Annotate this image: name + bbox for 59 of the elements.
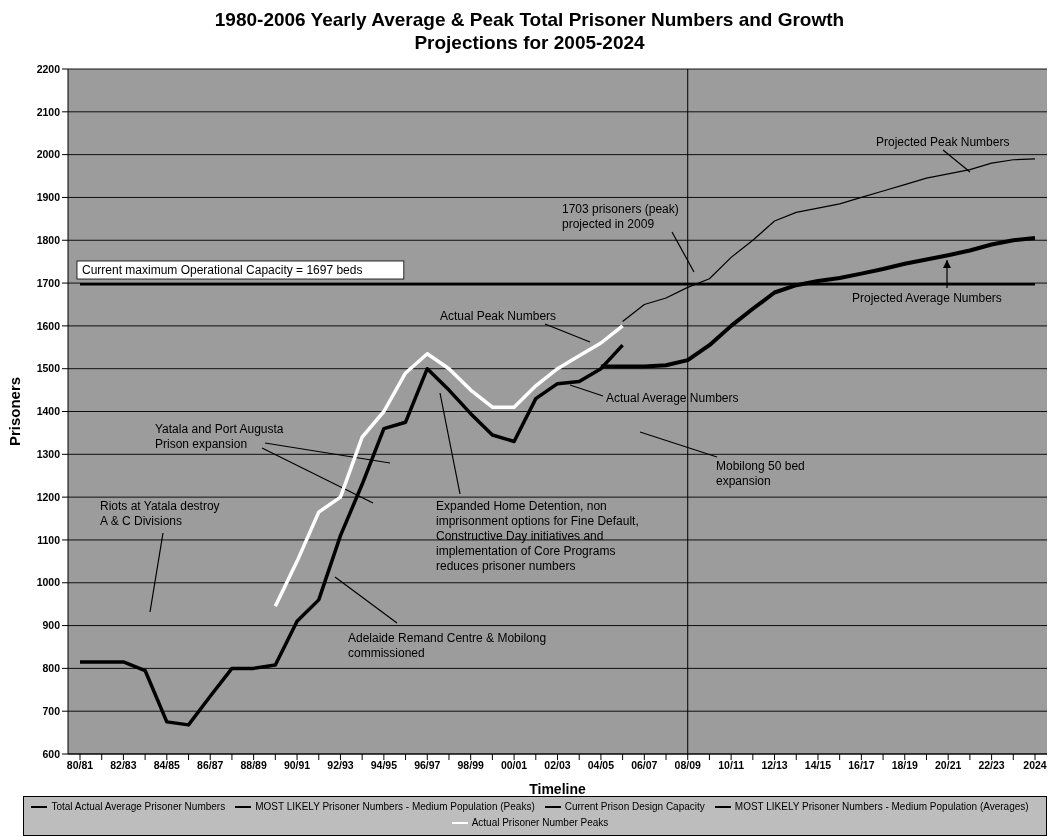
x-tick-label: 00/01 xyxy=(500,759,528,772)
y-tick-label: 1800 xyxy=(36,233,61,246)
y-tick-label: 1600 xyxy=(36,319,61,332)
annotation: Riots at Yatala destroy A & C Divisions xyxy=(100,499,220,528)
annotation: Actual Average Numbers xyxy=(606,391,739,405)
y-tick-label: 2000 xyxy=(36,148,61,161)
legend-label: MOST LIKELY Prisoner Numbers - Medium Population (Peaks) xyxy=(255,800,535,812)
x-tick-label: 22/23 xyxy=(978,759,1005,772)
annotation: 1703 prisoners (peak) projected in 2009 xyxy=(562,202,679,231)
y-tick-label: 1100 xyxy=(37,533,61,546)
x-tick-label: 80/81 xyxy=(66,759,94,772)
annotation: Actual Peak Numbers xyxy=(440,309,557,323)
annotation: Projected Peak Numbers xyxy=(876,135,1010,149)
annotation: Expanded Home Detention, non imprisonment options for Fine Default, Constructive Day initiatives and implementation of Core Programs reduces prisoner numbers xyxy=(436,499,639,573)
x-tick-label: 84/85 xyxy=(153,759,181,772)
y-tick-label: 2100 xyxy=(36,105,61,118)
annotation: Projected Average Numbers xyxy=(852,291,1002,305)
x-tick-label: 10/11 xyxy=(718,759,745,772)
x-tick-label: 88/89 xyxy=(240,759,267,772)
y-tick-label: 1400 xyxy=(36,405,61,418)
x-tick-label: 98/99 xyxy=(457,759,484,772)
chart-title: 1980-2006 Yearly Average & Peak Total Prisoner Numbers and Growth Projections for 2005-2024 xyxy=(213,8,846,55)
y-tick-label: 1200 xyxy=(36,490,61,503)
x-tick-label: 06/07 xyxy=(631,759,658,772)
legend-label: Current Prison Design Capacity xyxy=(564,800,705,812)
x-tick-label: 04/05 xyxy=(587,759,615,772)
legend-label: MOST LIKELY Prisoner Numbers - Medium Population (Averages) xyxy=(734,800,1029,812)
x-tick-label: 90/91 xyxy=(283,759,311,772)
y-tick-label: 700 xyxy=(42,704,61,717)
x-tick-label: 18/19 xyxy=(891,759,919,772)
x-tick-label: 96/97 xyxy=(414,759,441,772)
x-tick-label: 14/15 xyxy=(804,759,832,772)
x-tick-label: 02/03 xyxy=(544,759,571,772)
annotation: Mobilong 50 bed expansion xyxy=(716,459,805,488)
y-tick-label: 1500 xyxy=(36,362,61,375)
y-tick-label: 2200 xyxy=(36,62,61,75)
x-tick-label: 16/17 xyxy=(848,759,875,772)
y-tick-label: 1000 xyxy=(36,576,61,589)
y-tick-label: 1300 xyxy=(36,448,61,461)
x-tick-label: 92/93 xyxy=(327,759,354,772)
x-tick-label: 86/87 xyxy=(197,759,224,772)
y-tick-label: 900 xyxy=(42,619,61,632)
x-axis-title: Timeline xyxy=(529,781,586,797)
y-tick-label: 800 xyxy=(42,662,61,675)
x-tick-label: 20/21 xyxy=(935,759,962,772)
legend-label: Actual Prisoner Number Peaks xyxy=(471,816,609,828)
x-tick-label: 2024 xyxy=(1023,759,1047,772)
annotation: Current maximum Operational Capacity = 1697 beds xyxy=(82,263,363,277)
x-tick-label: 12/13 xyxy=(761,759,788,772)
annotation: Yatala and Port Augusta Prison expansion xyxy=(155,422,284,451)
x-tick-label: 82/83 xyxy=(110,759,137,772)
annotation: Adelaide Remand Centre & Mobilong commissioned xyxy=(348,631,547,660)
y-tick-label: 1700 xyxy=(36,276,61,289)
x-tick-label: 08/09 xyxy=(674,759,702,772)
y-tick-label: 600 xyxy=(42,747,61,760)
y-tick-label: 1900 xyxy=(36,191,61,204)
x-tick-label: 94/95 xyxy=(370,759,398,772)
y-axis-title: Prisoners xyxy=(6,376,24,447)
legend-label: Total Actual Average Prisoner Numbers xyxy=(51,800,226,812)
